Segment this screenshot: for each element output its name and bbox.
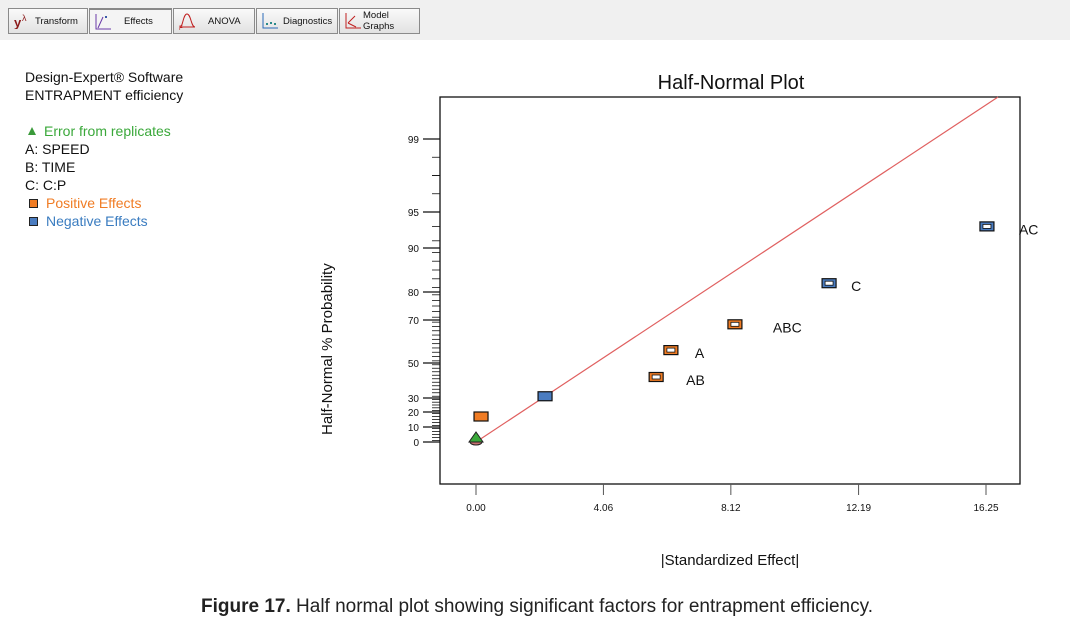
point-hole	[982, 223, 992, 229]
svg-text:y: y	[14, 15, 22, 29]
legend-negative-label: Negative Effects	[46, 213, 148, 229]
y-axis: 0 10 20 30 50 70 80 90 95 99	[408, 135, 440, 449]
positive-effect-point	[473, 411, 489, 422]
chart-title: Half-Normal Plot	[658, 72, 805, 94]
y-tick-label: 90	[408, 244, 420, 255]
point-label: AB	[686, 372, 705, 388]
y-tick-label: 95	[408, 208, 420, 219]
software-name: Design-Expert® Software	[25, 69, 184, 85]
error-point	[468, 431, 484, 443]
legend-error-label: Error from replicates	[44, 123, 171, 139]
model-graphs-icon	[344, 12, 362, 30]
x-axis-label: |Standardized Effect|	[661, 552, 799, 569]
point-hole	[824, 280, 834, 286]
x-tick-label: 4.06	[594, 503, 614, 514]
y-tick-label: 80	[408, 288, 420, 299]
legend-positive: Positive Effects	[25, 194, 183, 212]
legend-factor-b: B: TIME	[25, 159, 76, 175]
blue-square-icon	[29, 216, 38, 226]
point-hole	[651, 374, 661, 380]
tab-label: Transform	[35, 15, 78, 27]
tab-anova[interactable]: F ANOVA	[173, 8, 255, 34]
anova-icon: F	[178, 12, 196, 30]
tab-diagnostics[interactable]: Diagnostics	[256, 8, 338, 34]
figure-caption: Figure 17. Half normal plot showing sign…	[0, 596, 1074, 618]
svg-text:F: F	[179, 26, 183, 30]
half-normal-chart: Half-Normal Plot 0 10 20 30 50 70 80 90 95 99 0.0…	[319, 72, 1038, 569]
diagnostics-icon	[261, 12, 279, 30]
legend-positive-label: Positive Effects	[46, 195, 142, 211]
tab-label: Model Graphs	[363, 10, 395, 32]
y-tick-label: 20	[408, 408, 420, 419]
point-hole	[730, 321, 740, 327]
points-group: AB A ABC C AC	[468, 221, 1038, 446]
point-label: ABC	[773, 319, 802, 335]
tab-label: Diagnostics	[283, 15, 333, 27]
y-axis-label: Half-Normal % Probability	[319, 263, 336, 435]
x-tick-label: 8.12	[721, 503, 741, 514]
tab-effects[interactable]: Effects	[89, 8, 172, 34]
y-tick-label: 30	[408, 394, 420, 405]
point-label: A	[695, 345, 705, 361]
caption-label: Figure 17.	[201, 596, 291, 617]
plot-frame	[439, 96, 1021, 485]
reference-line-group	[475, 96, 999, 443]
y-tick-label: 0	[413, 438, 419, 449]
point-label: C	[851, 278, 861, 294]
tab-model-graphs[interactable]: Model Graphs	[339, 8, 420, 34]
y-tick-label: 99	[408, 135, 420, 146]
tab-label: ANOVA	[208, 15, 241, 27]
x-tick-label: 12.19	[846, 503, 871, 514]
legend-factor-a: A: SPEED	[25, 141, 90, 157]
y-tick-label: 50	[408, 359, 420, 370]
caption-text: Half normal plot showing significant fac…	[290, 596, 873, 617]
effects-icon	[94, 13, 112, 31]
point-label: AC	[1019, 221, 1038, 237]
orange-square-icon	[29, 198, 38, 208]
triangle-icon	[28, 127, 36, 135]
tab-label: Effects	[124, 16, 153, 27]
response-name: ENTRAPMENT efficiency	[25, 87, 184, 103]
legend-error: Error from replicates	[25, 122, 183, 140]
legend-negative: Negative Effects	[25, 212, 183, 230]
legend: Design-Expert® Software ENTRAPMENT effic…	[25, 68, 183, 230]
svg-text:λ: λ	[22, 13, 27, 23]
legend-factor-c: C: C:P	[25, 177, 67, 193]
x-tick-label: 16.25	[973, 503, 998, 514]
reference-line	[475, 96, 999, 443]
x-axis: 0.00 4.06 8.12 12.19 16.25	[466, 484, 999, 514]
x-tick-label: 0.00	[466, 503, 486, 514]
y-tick-label: 10	[408, 423, 420, 434]
negative-effect-point	[537, 391, 553, 402]
y-tick-label: 70	[408, 316, 420, 327]
point-hole	[666, 347, 676, 353]
